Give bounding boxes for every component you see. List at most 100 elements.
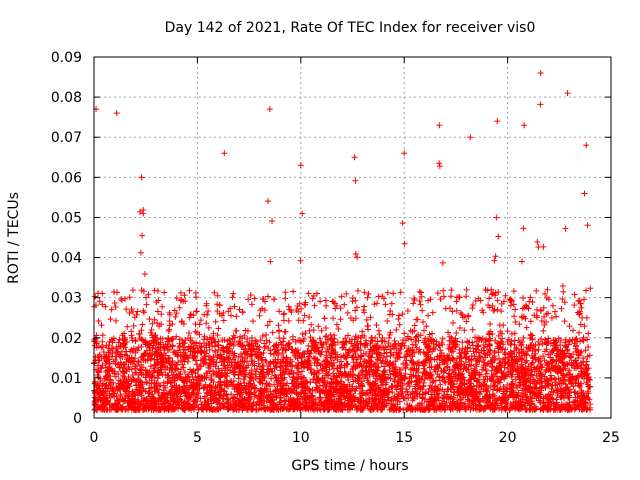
data-point (129, 287, 136, 294)
data-point (228, 312, 235, 319)
data-point (166, 326, 173, 333)
data-point (214, 292, 221, 299)
data-point (263, 331, 270, 338)
data-point (349, 374, 356, 381)
data-point (533, 312, 540, 319)
data-point (169, 343, 176, 350)
data-point (495, 378, 502, 385)
data-point (510, 301, 517, 308)
data-point (425, 312, 432, 319)
data-point (493, 214, 500, 221)
data-point (558, 305, 565, 312)
data-point (123, 306, 130, 313)
data-point (165, 327, 172, 334)
data-point (128, 306, 135, 313)
data-point (119, 372, 126, 379)
data-point (295, 365, 302, 372)
data-point (519, 355, 526, 362)
data-point (112, 304, 119, 311)
data-point (397, 289, 404, 296)
data-point (450, 319, 457, 326)
data-point (306, 327, 313, 334)
data-point (491, 382, 498, 389)
data-point (285, 339, 292, 346)
data-point (173, 310, 180, 317)
data-point (352, 250, 359, 257)
data-point (410, 300, 417, 307)
data-point (321, 315, 328, 322)
data-point (95, 357, 102, 364)
data-point (315, 323, 322, 330)
data-point (284, 390, 291, 397)
data-point (292, 338, 299, 345)
data-point (265, 198, 272, 205)
data-point (181, 292, 188, 299)
data-point (162, 404, 169, 411)
data-point (492, 292, 499, 299)
data-point (416, 288, 423, 295)
data-point (555, 335, 562, 342)
data-point (275, 322, 282, 329)
data-point (151, 379, 158, 386)
data-point (99, 338, 106, 345)
data-point (192, 321, 199, 328)
data-point (176, 304, 183, 311)
data-point (434, 364, 441, 371)
data-point (549, 302, 556, 309)
data-point (352, 307, 359, 314)
data-point (571, 389, 578, 396)
data-point (436, 160, 443, 167)
data-point (566, 323, 573, 330)
data-point (313, 384, 320, 391)
data-point (520, 334, 527, 341)
data-point (445, 329, 452, 336)
data-point (391, 337, 398, 344)
data-point (559, 356, 566, 363)
data-point (286, 371, 293, 378)
data-point (185, 330, 192, 337)
data-point (99, 343, 106, 350)
data-point (138, 343, 145, 350)
data-point (315, 400, 322, 407)
data-point (526, 298, 533, 305)
data-point (498, 308, 505, 315)
data-point (159, 303, 166, 310)
data-point (310, 292, 317, 299)
data-point (211, 289, 218, 296)
data-point (256, 363, 263, 370)
data-point (305, 290, 312, 297)
data-point (256, 343, 263, 350)
data-point (453, 330, 460, 337)
data-point (229, 382, 236, 389)
data-point (265, 371, 272, 378)
data-point (169, 320, 176, 327)
data-point (376, 331, 383, 338)
data-point (518, 258, 525, 265)
data-point (577, 321, 584, 328)
data-point (343, 290, 350, 297)
data-point (394, 355, 401, 362)
data-point (293, 375, 300, 382)
data-point (114, 289, 121, 296)
data-point (256, 312, 263, 319)
data-point (286, 343, 293, 350)
data-point (427, 296, 434, 303)
data-point (512, 306, 519, 313)
data-point (587, 285, 594, 292)
data-point (402, 370, 409, 377)
data-point (583, 361, 590, 368)
data-point (243, 351, 250, 358)
data-point (204, 311, 211, 318)
data-point (388, 300, 395, 307)
data-point (399, 311, 406, 318)
data-point (384, 289, 391, 296)
data-point (205, 324, 212, 331)
data-point (469, 326, 476, 333)
data-point (97, 377, 104, 384)
data-point (419, 391, 426, 398)
data-point (481, 344, 488, 351)
data-point (477, 297, 484, 304)
data-point (300, 335, 307, 342)
data-point (333, 321, 340, 328)
data-point (498, 362, 505, 369)
